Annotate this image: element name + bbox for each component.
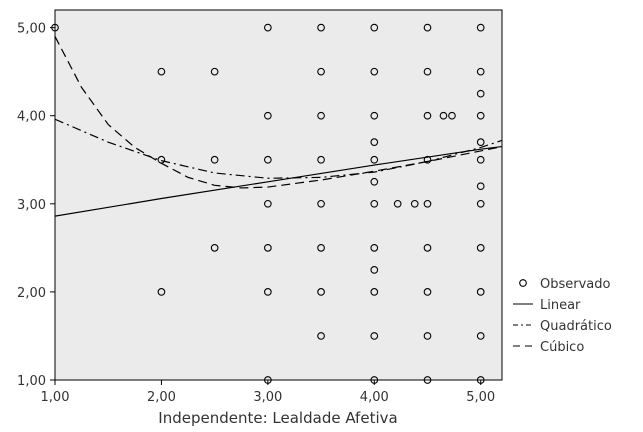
data-point — [317, 332, 325, 340]
x-tick-label: 2,00 — [147, 390, 176, 405]
data-point — [370, 23, 379, 32]
legend-label: Quadrático — [540, 319, 612, 334]
legend-label: Cúbico — [540, 340, 584, 355]
data-point — [210, 155, 219, 164]
series-line-c-bico — [55, 36, 502, 189]
data-point — [210, 244, 219, 252]
series-line-quadr-tico — [55, 118, 502, 179]
data-point — [370, 155, 379, 164]
x-tick-label: 1,00 — [41, 390, 70, 405]
data-point — [476, 155, 485, 164]
data-point — [423, 199, 432, 208]
data-point — [476, 67, 485, 76]
data-point — [370, 332, 379, 340]
data-point — [476, 182, 485, 191]
data-point — [317, 111, 325, 120]
y-tick-label: 3,00 — [17, 198, 46, 213]
data-point — [370, 67, 379, 76]
data-point — [476, 244, 485, 252]
y-tick-label: 4,00 — [17, 110, 46, 125]
x-tick-label: 3,00 — [253, 390, 282, 405]
data-point — [370, 199, 379, 208]
data-point — [476, 138, 485, 146]
data-point — [423, 376, 432, 384]
data-point — [370, 288, 379, 296]
legend-label: Observado — [540, 277, 611, 292]
data-point — [317, 244, 325, 252]
data-point — [476, 111, 485, 120]
y-tick-label: 1,00 — [17, 374, 46, 389]
data-point — [423, 111, 432, 120]
data-point — [317, 67, 325, 76]
data-point — [423, 288, 432, 296]
plot-area — [51, 9, 503, 384]
y-tick-label: 2,00 — [17, 286, 46, 301]
data-point — [423, 332, 432, 340]
plot-inner — [55, 36, 502, 217]
data-point — [370, 111, 379, 120]
data-point — [410, 199, 419, 208]
data-point — [423, 155, 432, 164]
data-point — [476, 23, 485, 32]
legend-marker-observado — [519, 279, 527, 287]
data-point — [423, 67, 432, 76]
data-point — [370, 266, 379, 274]
data-point — [317, 199, 325, 208]
data-point — [264, 288, 272, 296]
data-point — [370, 244, 379, 252]
data-point — [476, 89, 485, 98]
data-point — [393, 199, 402, 208]
data-point — [317, 23, 325, 32]
plot-background — [54, 9, 503, 381]
data-point — [157, 155, 166, 164]
data-point — [157, 288, 166, 296]
x-axis-title: Independente: Lealdade Afetiva — [158, 409, 397, 427]
data-point — [264, 244, 272, 252]
legend: Observado Linear Quadrático Cúbico — [513, 277, 612, 355]
data-point — [370, 138, 379, 146]
data-point — [210, 67, 219, 76]
x-tick-label: 5,00 — [466, 390, 495, 405]
data-point — [264, 23, 272, 32]
data-point — [439, 111, 448, 120]
data-point — [157, 67, 166, 76]
data-point — [476, 288, 485, 296]
data-point — [423, 23, 432, 32]
data-point — [370, 177, 379, 186]
x-tick-label: 4,00 — [360, 390, 389, 405]
data-point — [423, 244, 432, 252]
axes: 1,00 2,00 3,00 4,00 5,00 1,00 2,00 3,00 4,00 5,00 — [17, 22, 495, 405]
data-point — [476, 199, 485, 208]
data-point — [448, 111, 456, 120]
series-line-linear — [55, 145, 502, 217]
data-point — [317, 155, 325, 164]
data-point — [317, 288, 325, 296]
data-point — [264, 199, 272, 208]
y-tick-label: 5,00 — [17, 22, 46, 37]
legend-label: Linear — [540, 298, 581, 313]
data-point — [476, 332, 485, 340]
data-point — [264, 111, 272, 120]
data-point — [264, 155, 272, 164]
